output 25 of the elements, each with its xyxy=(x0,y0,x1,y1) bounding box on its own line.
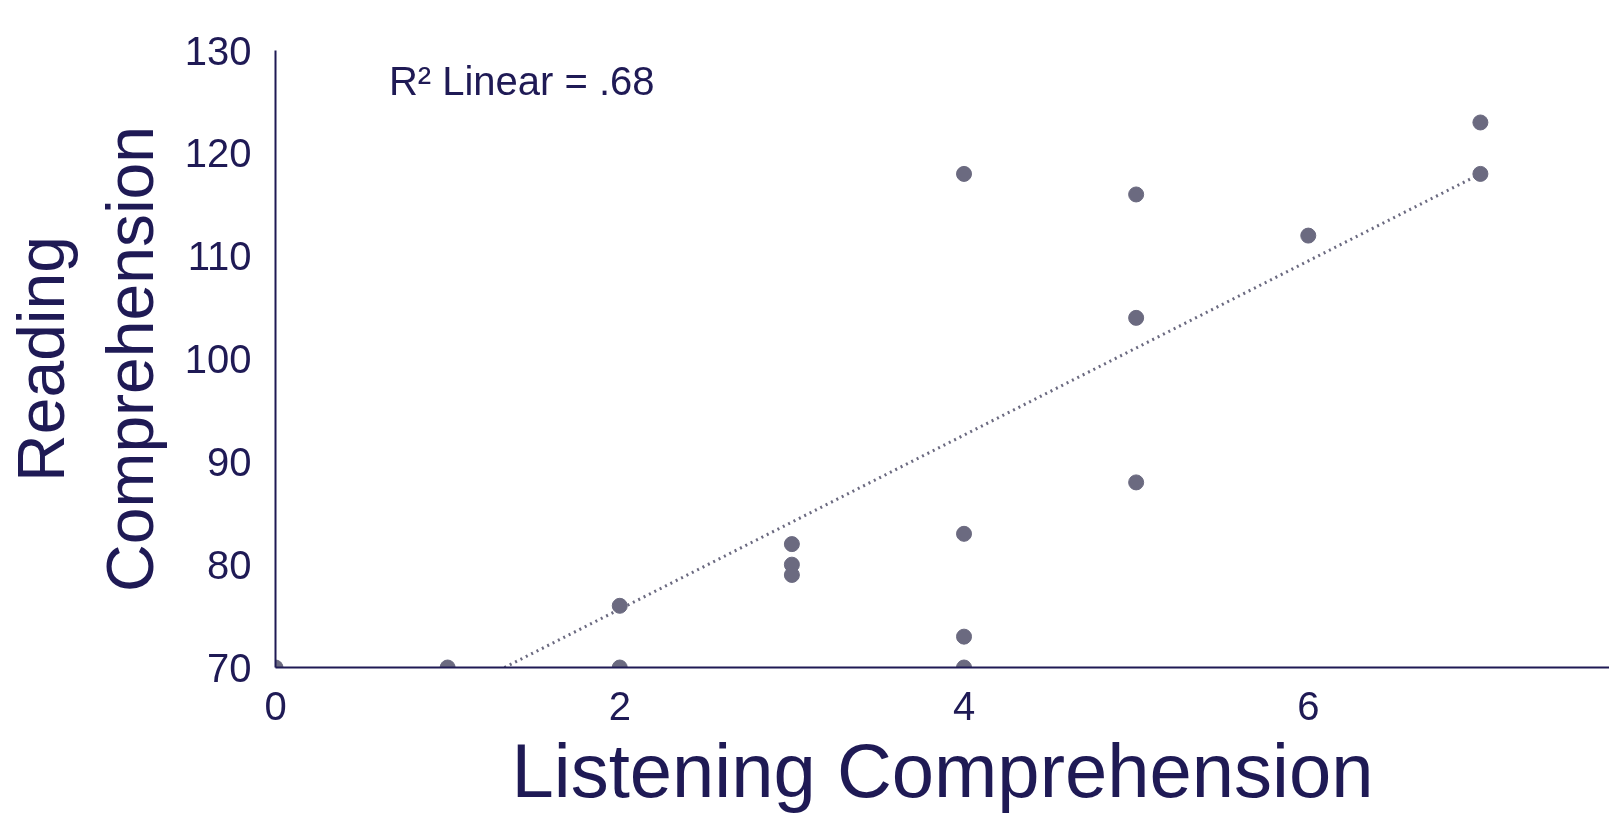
point xyxy=(956,165,973,182)
point xyxy=(956,525,973,542)
point xyxy=(1472,165,1489,182)
annotation: R² Linear = .68 xyxy=(388,59,655,104)
y-tick-label: 130 xyxy=(184,28,252,73)
point xyxy=(1472,114,1489,131)
x-axis-title: Listening Comprehension xyxy=(511,727,1374,813)
point xyxy=(611,597,628,614)
x-tick-label: 4 xyxy=(952,683,976,728)
x-tick-label: 6 xyxy=(1297,683,1320,728)
point xyxy=(1128,309,1145,326)
y-tick-label: 100 xyxy=(184,337,252,381)
point xyxy=(1128,186,1145,203)
x-tick-label: 2 xyxy=(608,683,631,728)
x-tick-label: 0 xyxy=(264,683,287,728)
y-tick-label: 110 xyxy=(187,234,252,279)
y-axis-title: Reading Comprehension xyxy=(3,126,167,592)
point xyxy=(783,536,800,553)
y-tick-label: 90 xyxy=(207,439,252,484)
y-tick-label: 70 xyxy=(207,645,252,690)
point xyxy=(1128,474,1145,491)
point xyxy=(956,628,973,645)
y-tick-label: 120 xyxy=(184,131,252,176)
point xyxy=(1300,227,1317,244)
y-tick-label: 80 xyxy=(207,542,252,587)
